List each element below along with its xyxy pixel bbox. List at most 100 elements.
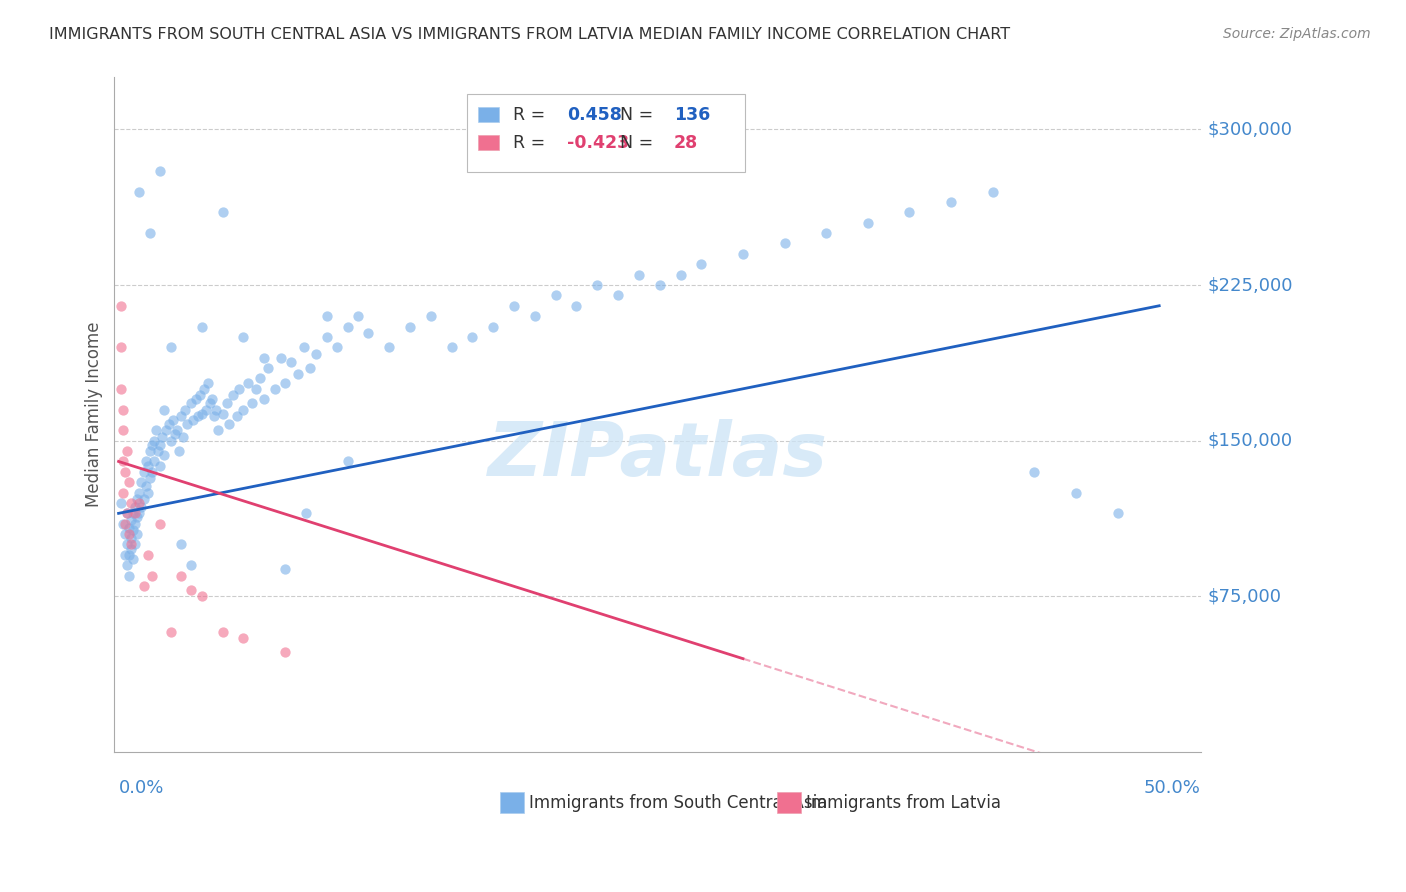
Point	[167, 444, 190, 458]
Point	[115, 507, 138, 521]
Point	[461, 330, 484, 344]
Point	[150, 429, 173, 443]
Point	[263, 382, 285, 396]
Point	[187, 409, 209, 423]
Point	[163, 427, 186, 442]
Point	[120, 537, 142, 551]
Point	[135, 479, 157, 493]
Point	[149, 458, 172, 473]
Point	[503, 299, 526, 313]
Point	[607, 288, 630, 302]
Point	[981, 185, 1004, 199]
Point	[110, 299, 132, 313]
Text: 136: 136	[673, 105, 710, 124]
Point	[669, 268, 692, 282]
Point	[292, 340, 315, 354]
Point	[378, 340, 401, 354]
Point	[115, 558, 138, 573]
Point	[139, 444, 162, 458]
Text: 0.458: 0.458	[568, 105, 623, 124]
Point	[205, 402, 228, 417]
Point	[274, 376, 297, 390]
Point	[115, 537, 138, 551]
Point	[111, 516, 134, 531]
Point	[111, 402, 134, 417]
Point	[544, 288, 567, 302]
Point	[122, 552, 145, 566]
Point	[155, 423, 177, 437]
Point	[118, 548, 141, 562]
Point	[586, 278, 609, 293]
Point	[115, 444, 138, 458]
Point	[141, 568, 163, 582]
Point	[128, 185, 150, 199]
Point	[274, 645, 297, 659]
Point	[124, 500, 146, 515]
Point	[153, 448, 176, 462]
Point	[127, 510, 149, 524]
Point	[128, 496, 150, 510]
Point	[136, 485, 159, 500]
Text: ZIPatlas: ZIPatlas	[488, 418, 828, 491]
Point	[131, 475, 153, 490]
Point	[136, 458, 159, 473]
Text: Immigrants from South Central Asia: Immigrants from South Central Asia	[530, 794, 828, 812]
Point	[149, 516, 172, 531]
Point	[191, 590, 214, 604]
Point	[690, 257, 713, 271]
Text: 0.0%: 0.0%	[118, 779, 165, 797]
Point	[245, 382, 267, 396]
Point	[170, 409, 193, 423]
Point	[236, 376, 259, 390]
Point	[218, 417, 240, 431]
Point	[118, 568, 141, 582]
Point	[153, 402, 176, 417]
Point	[1024, 465, 1046, 479]
Point	[249, 371, 271, 385]
Point	[120, 512, 142, 526]
Point	[118, 521, 141, 535]
Point	[162, 413, 184, 427]
Point	[139, 471, 162, 485]
Point	[201, 392, 224, 407]
Point	[124, 516, 146, 531]
Point	[141, 438, 163, 452]
Point	[118, 475, 141, 490]
Point	[419, 309, 441, 323]
Point	[149, 164, 172, 178]
Point	[128, 507, 150, 521]
Point	[815, 226, 838, 240]
Point	[191, 319, 214, 334]
Point	[145, 423, 167, 437]
Point	[299, 361, 322, 376]
Text: N =: N =	[620, 134, 658, 152]
Point	[180, 396, 202, 410]
Point	[114, 516, 136, 531]
Point	[174, 402, 197, 417]
Point	[898, 205, 921, 219]
Point	[207, 423, 229, 437]
Point	[159, 434, 181, 448]
Point	[135, 454, 157, 468]
Point	[124, 507, 146, 521]
Point	[132, 491, 155, 506]
Text: -0.423: -0.423	[568, 134, 630, 152]
Text: $150,000: $150,000	[1208, 432, 1292, 450]
Point	[253, 392, 276, 407]
Point	[215, 396, 238, 410]
Point	[305, 346, 328, 360]
Point	[939, 194, 962, 209]
Point	[127, 527, 149, 541]
Point	[131, 500, 153, 515]
Point	[142, 434, 165, 448]
Point	[336, 454, 359, 468]
Point	[226, 409, 249, 423]
Point	[127, 491, 149, 506]
Point	[170, 568, 193, 582]
Point	[648, 278, 671, 293]
Bar	[501, 792, 524, 814]
Bar	[478, 136, 499, 150]
Point	[357, 326, 380, 340]
Point	[183, 413, 205, 427]
Bar	[478, 107, 499, 122]
